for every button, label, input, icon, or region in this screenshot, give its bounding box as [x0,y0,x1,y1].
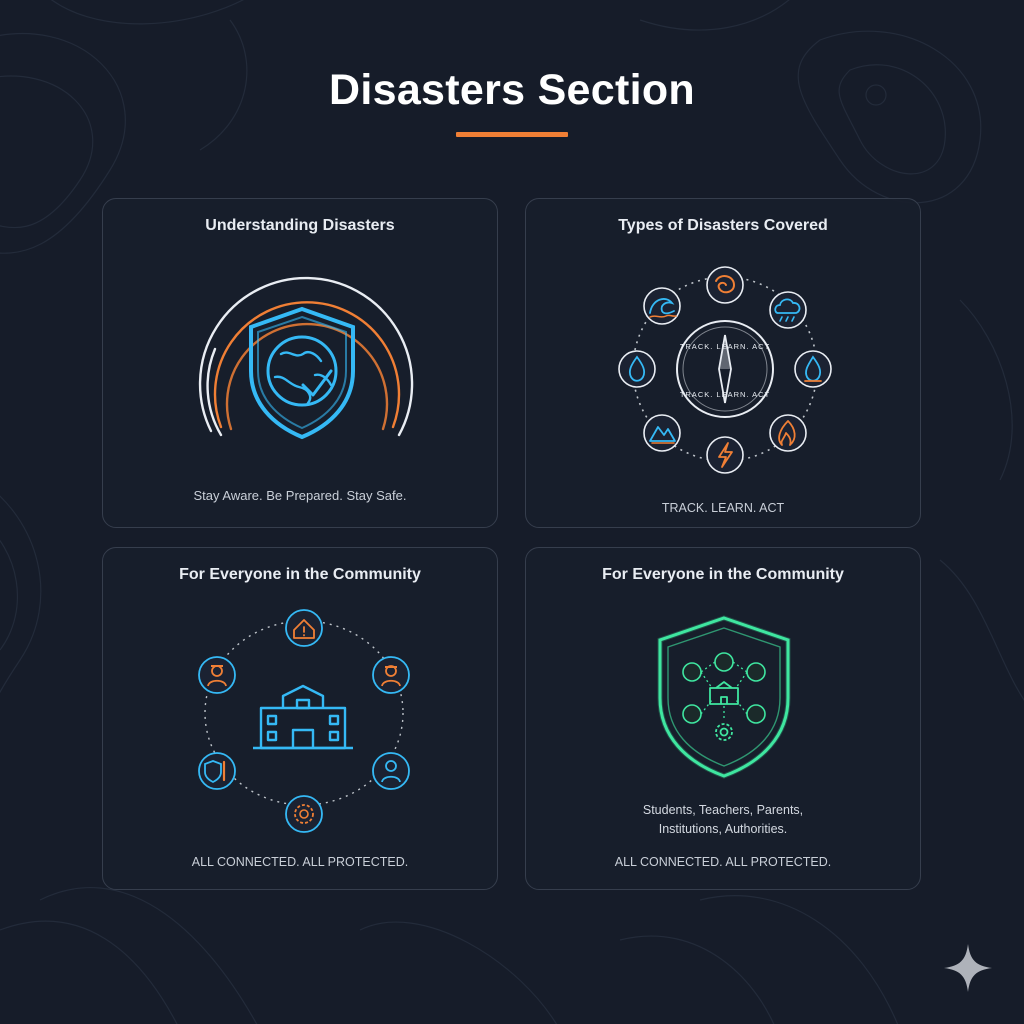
globe-shield-icon [198,276,414,440]
community-network [198,609,410,833]
subtext-line-2: Institutions, Authorities. [658,822,788,836]
officer-icon [198,656,236,694]
card-caption: Stay Aware. Be Prepared. Stay Safe. [193,488,407,503]
gear-icon [715,723,733,741]
flood-drop-icon [618,350,656,388]
card-community-network[interactable]: For Everyone in the Community [102,547,498,890]
worker-icon [372,656,410,694]
tsunami-wave-icon [643,287,681,325]
hub-text-top: TRACK. LEARN. ACT [680,342,770,351]
card-understanding-disasters[interactable]: Understanding Disasters Stay Aware. Be P… [102,198,498,528]
subtext-line-1: Students, Teachers, Parents, [642,803,804,817]
card-community-shield[interactable]: For Everyone in the Community Students, … [525,547,921,890]
flame-icon [794,350,832,388]
lightning-icon [706,436,744,474]
card-caption: ALL CONNECTED. ALL PROTECTED. [614,855,832,869]
title-underline [456,132,568,137]
disaster-types-ring: TRACK. LEARN. ACT TRACK. LEARN. ACT [618,266,832,474]
school-building-icon [253,684,353,750]
wildfire-icon [769,414,807,452]
card-title: Understanding Disasters [205,217,395,234]
card-subtext: Students, Teachers, Parents, Institution… [526,801,920,839]
card-caption: ALL CONNECTED. ALL PROTECTED. [191,855,409,869]
card-title: For Everyone in the Community [179,566,421,583]
alert-house-icon [285,609,323,647]
hub-text-bottom: TRACK. LEARN. ACT [680,390,770,399]
gear-shield-icon [285,795,323,833]
cyclone-icon [706,266,744,304]
card-title: Types of Disasters Covered [618,217,828,234]
storm-cloud-icon [769,291,807,329]
person-icon [372,752,410,790]
community-shield [657,615,791,779]
card-title: For Everyone in the Community [602,566,844,583]
page-title: Disasters Section [329,66,695,114]
card-types-of-disasters[interactable]: Types of Disasters Covered [525,198,921,528]
shield-badge-icon [198,752,236,790]
sparkle-icon [944,944,992,992]
landslide-icon [643,414,681,452]
card-caption: TRACK. LEARN. ACT [661,501,785,515]
